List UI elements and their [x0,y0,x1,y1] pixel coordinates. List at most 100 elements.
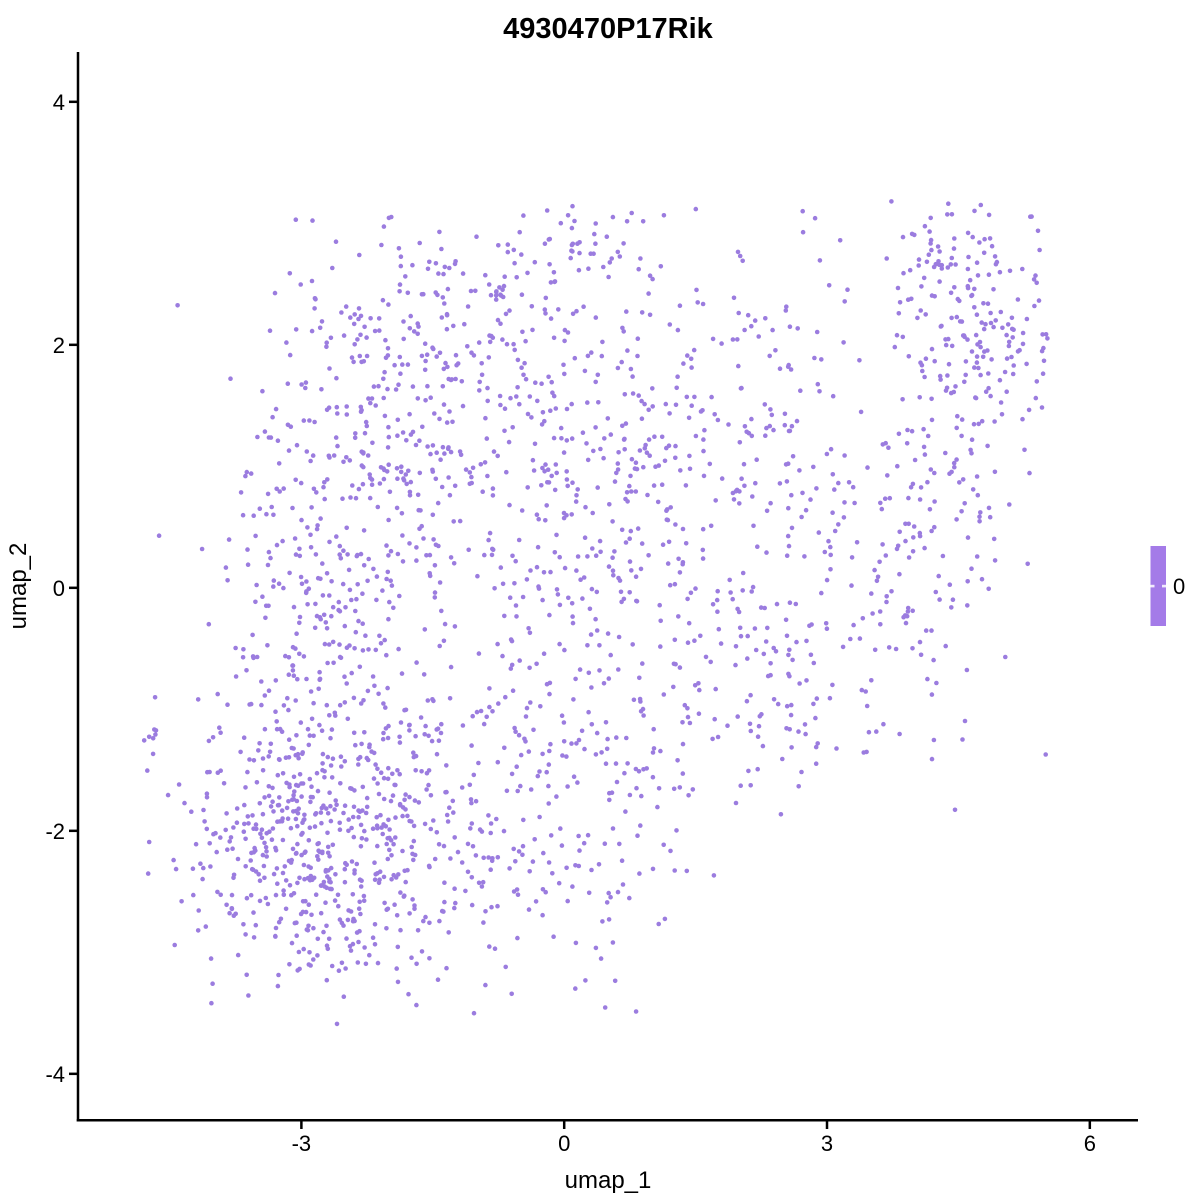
scatter-point [320,850,325,856]
scatter-point [146,734,152,740]
scatter-point [408,432,414,437]
scatter-point [979,320,984,325]
scatter-point [869,678,874,683]
scatter-point [294,631,299,636]
scatter-point [286,799,291,804]
scatter-point [271,871,277,877]
scatter-point [845,287,850,293]
scatter-point [403,792,408,797]
scatter-point [324,340,330,346]
scatter-point [398,890,403,895]
scatter-point [582,368,588,374]
scatter-point [570,249,575,254]
scatter-point [386,817,391,823]
scatter-point [341,810,346,816]
scatter-point [1039,348,1045,354]
scatter-point [424,787,429,792]
scatter-point [297,875,302,881]
scatter-point [554,794,559,799]
scatter-point [367,952,372,958]
scatter-point [813,761,819,766]
scatter-point [784,553,790,558]
scatter-point [585,832,591,838]
scatter-point [606,676,612,681]
scatter-point [784,479,790,484]
scatter-point [569,601,575,606]
scatter-point [519,292,525,298]
scatter-point [414,558,419,563]
scatter-point [450,798,456,804]
scatter-point [210,735,216,740]
scatter-point [313,892,319,897]
scatter-point [595,372,601,378]
scatter-point [291,796,297,802]
scatter-point [635,833,640,838]
scatter-point [329,886,334,892]
scatter-point [336,607,341,613]
scatter-point [322,480,327,485]
scatter-point [344,936,349,941]
scatter-point [634,599,640,604]
scatter-point [313,297,318,302]
scatter-point [276,802,282,808]
scatter-point [903,521,908,527]
scatter-point [534,512,540,517]
scatter-point [924,259,930,265]
scatter-point [602,436,607,441]
scatter-point [585,554,590,559]
scatter-point [677,665,683,670]
scatter-point [761,651,767,657]
scatter-point [917,497,923,502]
scatter-point [386,553,391,558]
scatter-point [982,349,987,354]
scatter-point [466,547,472,553]
scatter-point [633,574,639,579]
scatter-point [674,385,679,391]
scatter-point [265,643,270,648]
scatter-point [377,481,383,486]
scatter-point [341,994,347,999]
scatter-point [789,423,795,429]
scatter-point [1004,332,1009,338]
scatter-point [565,784,570,789]
scatter-point [248,701,254,707]
scatter-point [548,316,554,321]
scatter-point [763,433,768,439]
scatter-point [332,807,337,812]
scatter-point [879,506,885,512]
scatter-point [496,701,501,706]
scatter-point [442,451,447,456]
scatter-point [422,627,428,632]
scatter-point [923,312,928,317]
scatter-point [327,854,332,859]
scatter-point [978,344,983,350]
scatter-point [623,421,629,426]
scatter-point [583,504,588,510]
scatter-point [513,859,518,864]
scatter-point [376,316,382,321]
scatter-point [712,412,717,417]
scatter-point [471,772,477,778]
scatter-point [597,643,602,648]
scatter-point [442,621,448,627]
scatter-point [385,856,391,862]
scatter-point [651,726,656,732]
scatter-point [742,327,747,333]
scatter-point [525,270,530,276]
scatter-point [755,734,761,739]
scatter-point [949,315,954,321]
scatter-point [639,793,644,799]
scatter-point [374,814,380,820]
scatter-point [634,466,640,472]
scatter-point [711,873,717,878]
scatter-point [405,290,411,296]
scatter-point [585,353,591,359]
scatter-point [412,906,417,912]
scatter-point [364,804,370,810]
scatter-point [965,337,970,342]
scatter-point [593,315,599,320]
scatter-point [385,569,391,575]
scatter-point [875,574,881,580]
scatter-point [298,911,304,917]
scatter-point [880,542,885,547]
